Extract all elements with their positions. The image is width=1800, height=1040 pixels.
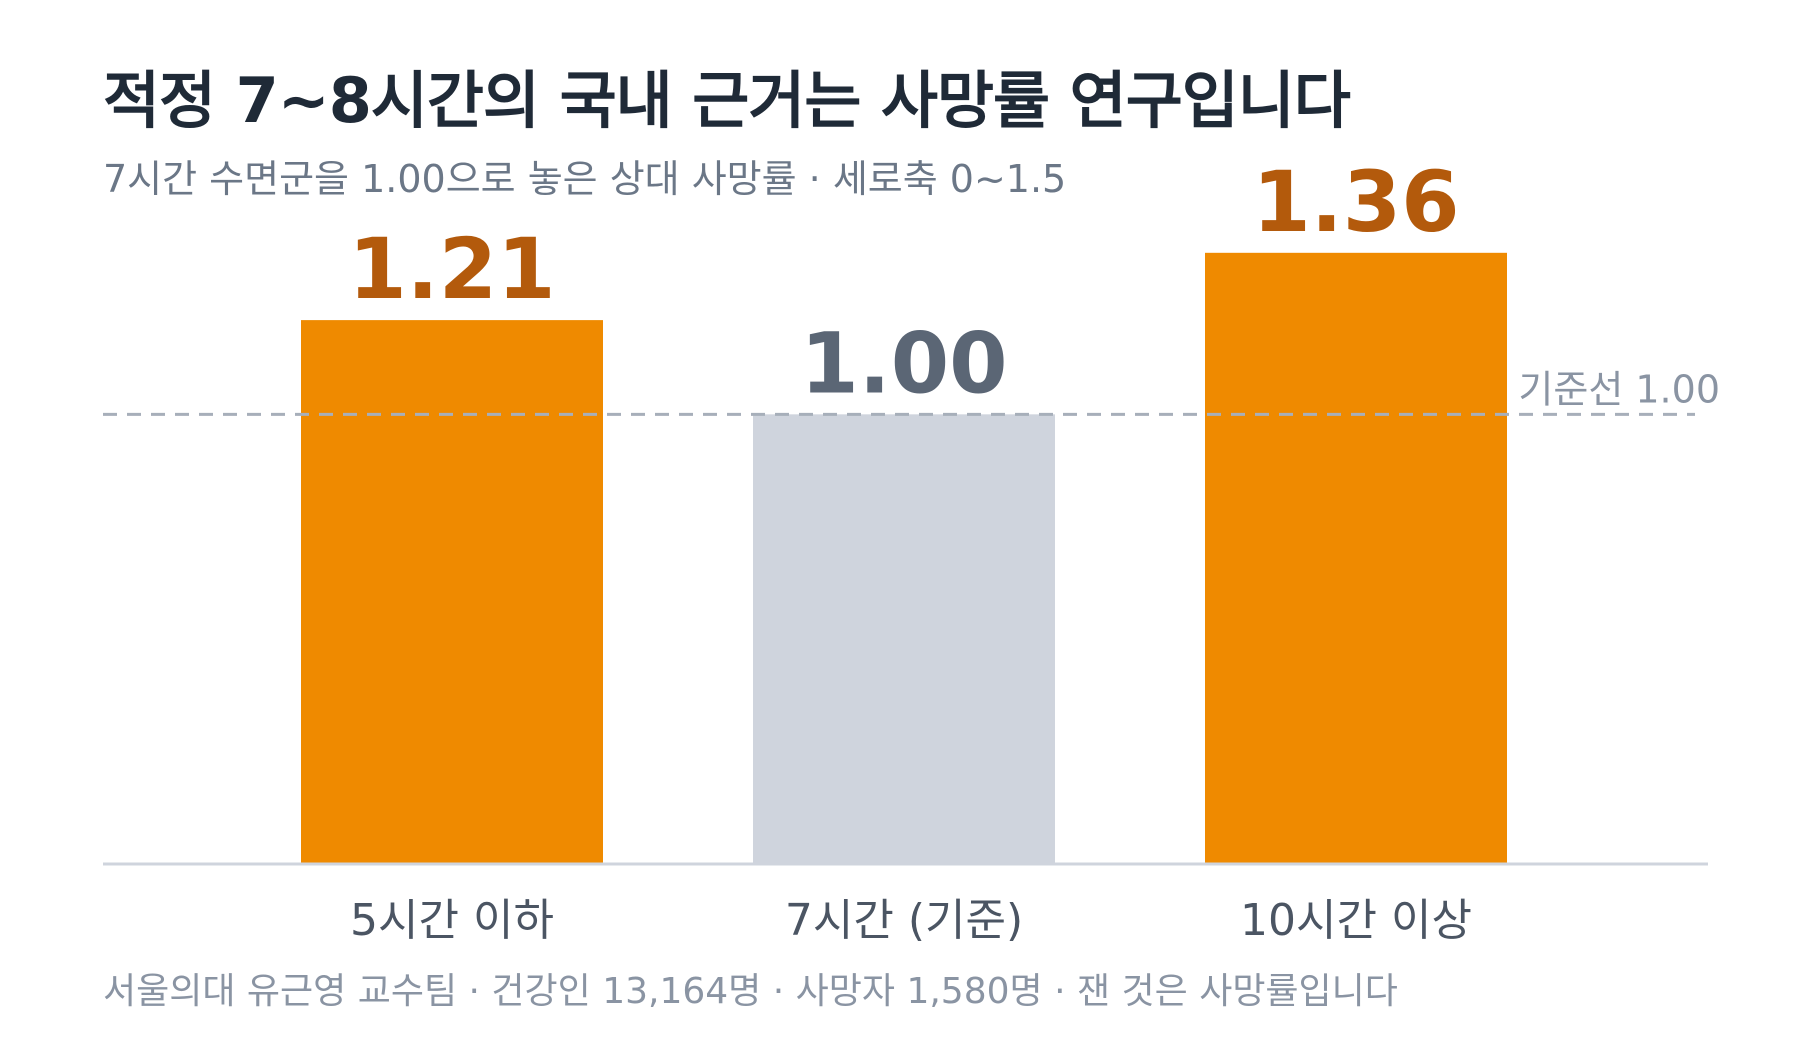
value-label-2: 1.00: [800, 314, 1007, 412]
category-label-1: 5시간 이하: [350, 895, 554, 946]
bar-3: [1205, 252, 1507, 863]
chart-title: 적정 7~8시간의 국내 근거는 사망률 연구입니다: [103, 64, 1351, 137]
chart-footnote: 서울의대 유근영 교수팀 · 건강인 13,164명 · 사망자 1,580명 …: [103, 971, 1398, 1012]
value-label-3: 1.36: [1252, 153, 1459, 251]
category-label-2: 7시간 (기준): [785, 895, 1023, 946]
category-label-3: 10시간 이상: [1240, 895, 1472, 946]
reference-line-label: 기준선 1.00: [1518, 367, 1720, 411]
bar-1: [301, 320, 603, 863]
bar-2: [753, 414, 1055, 863]
value-label-1: 1.21: [348, 220, 555, 318]
chart-subtitle: 7시간 수면군을 1.00으로 놓은 상대 사망률 · 세로축 0~1.5: [103, 157, 1067, 201]
